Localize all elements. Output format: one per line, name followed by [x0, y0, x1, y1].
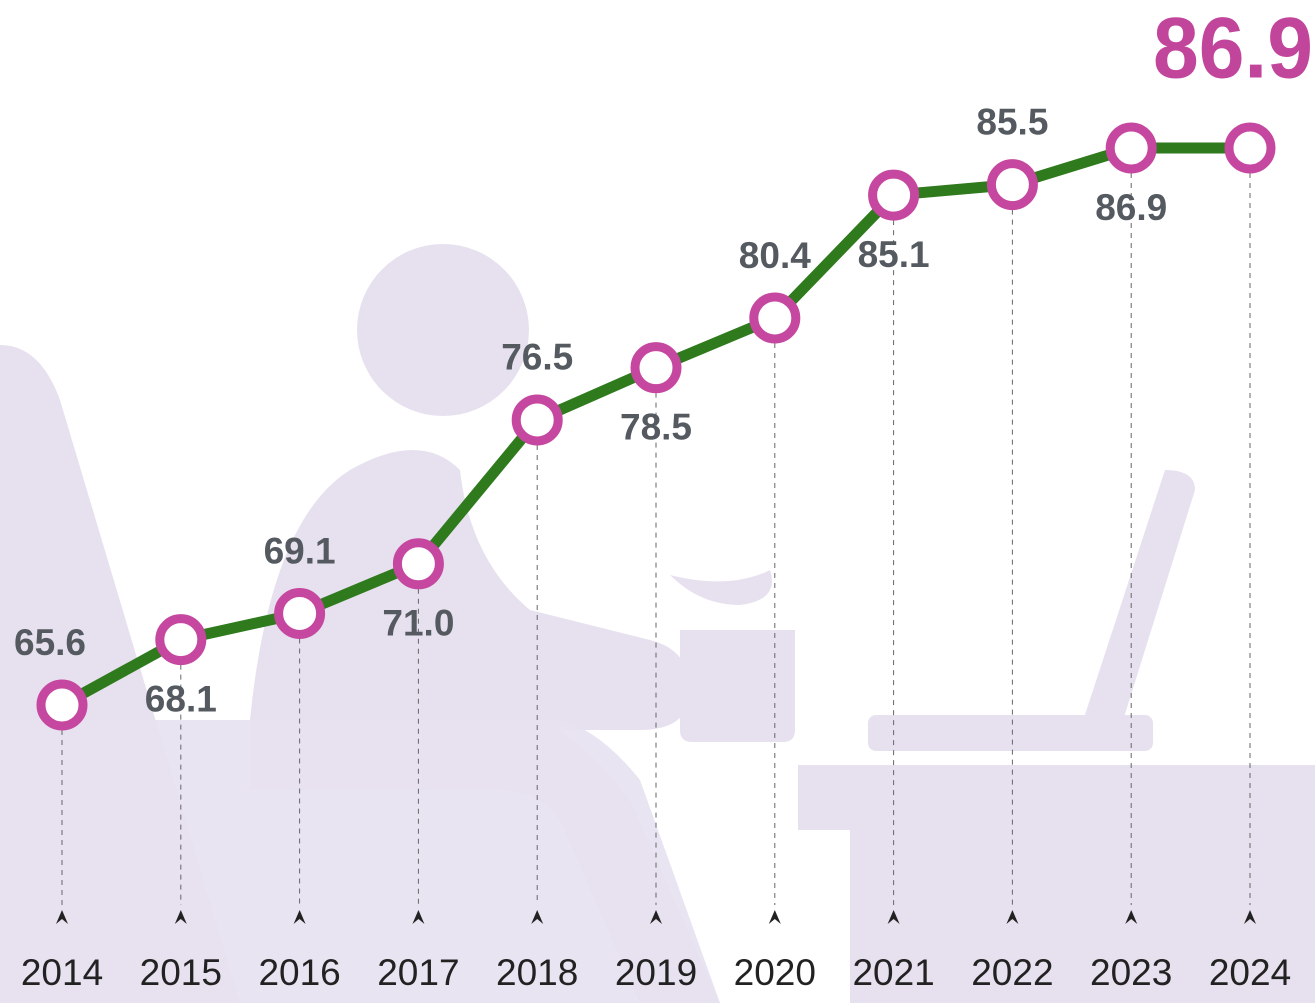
- value-label: 85.1: [858, 234, 930, 275]
- value-label: 85.5: [976, 101, 1048, 142]
- value-label: 78.5: [620, 406, 692, 447]
- data-marker: [754, 297, 796, 339]
- x-tick-label: 2024: [1209, 952, 1291, 993]
- data-marker: [1110, 127, 1152, 169]
- x-tick-label: 2016: [258, 952, 340, 993]
- x-tick-label: 2017: [377, 952, 459, 993]
- x-tick-label: 2018: [496, 952, 578, 993]
- data-marker: [516, 399, 558, 441]
- data-marker: [991, 164, 1033, 206]
- guide-arrow: [769, 910, 781, 924]
- x-tick-label: 2020: [734, 952, 816, 993]
- x-tick-label: 2023: [1090, 952, 1172, 993]
- data-marker: [279, 592, 321, 634]
- value-label: 69.1: [264, 530, 336, 571]
- data-marker: [635, 347, 677, 389]
- value-label: 76.5: [501, 337, 573, 378]
- data-marker: [1229, 127, 1271, 169]
- x-tick-label: 2014: [21, 952, 103, 993]
- value-label: 86.9: [1095, 187, 1167, 228]
- x-tick-label: 2022: [971, 952, 1053, 993]
- x-tick-label: 2019: [615, 952, 697, 993]
- value-label: 68.1: [145, 678, 217, 719]
- highlight-value-label: 86.9: [1153, 1, 1313, 97]
- data-marker: [873, 174, 915, 216]
- chart: 2014 2015 2016 2017 2018 2019 2020 2021 2022 2023…: [0, 0, 1315, 1003]
- value-label: 71.0: [382, 603, 454, 644]
- x-tick-label: 2021: [852, 952, 934, 993]
- value-label: 80.4: [739, 235, 811, 276]
- value-label: 65.6: [14, 622, 86, 663]
- data-marker: [41, 684, 83, 726]
- x-tick-label: 2015: [140, 952, 222, 993]
- data-marker: [397, 543, 439, 585]
- data-marker: [160, 619, 202, 661]
